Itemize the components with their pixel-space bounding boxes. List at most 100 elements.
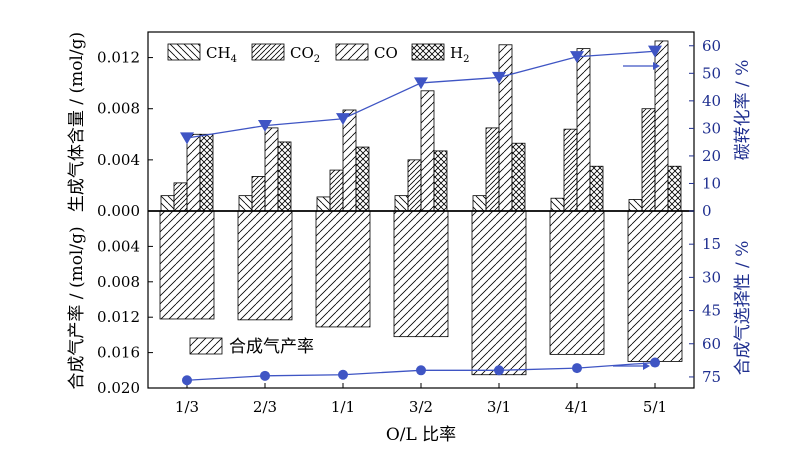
arrow-carbon-head [653,62,660,70]
y-right-upper-40-label: 40 [702,92,721,110]
bar-co2-5 [485,127,500,212]
bar-syngas-yield-7 [627,210,683,362]
legend-label-ch4: CH4 [206,44,237,65]
bar-co-1 [186,133,201,212]
carbon-conversion-point-2 [258,120,272,132]
right-axis-label-carbon-conversion: 碳转化率 / % [733,60,753,161]
y-right-lower-15-label: 15 [702,235,721,253]
x-tick-label-6: 4/1 [565,398,589,416]
bar-syngas-yield-6 [549,210,605,355]
x-axis-label: O/L 比率 [386,425,456,445]
legend-label-co2: CO2 [290,44,320,65]
x-tick-label-7: 5/1 [643,398,667,416]
x-tick-label-4: 3/2 [409,398,433,416]
legend-label-syngas-yield: 合成气产率 [229,337,314,357]
bar-co2-2 [251,176,266,212]
y-right-upper-30-label: 30 [702,119,721,137]
carbon-conversion-point-3 [336,113,350,126]
arrow-syngas-head [643,362,650,370]
carbon-conversion-point-7 [648,45,662,58]
carbon-conversion-point-5 [492,71,506,84]
bar-co-2 [264,127,279,212]
y-axis-label-upper: 生成气体含量 / (mol/g) [67,32,87,212]
syngas-selectivity-point-1 [182,375,192,386]
y-lower-0.012-label: 0.012 [97,308,140,326]
y-right-upper-50-label: 50 [702,64,721,82]
bar-ch4-3 [316,196,331,212]
bar-ch4-2 [238,195,253,212]
bar-syngas-yield-5 [471,210,527,376]
y-right-lower-45-label: 45 [702,302,721,320]
x-tick-label-1: 1/3 [175,398,199,416]
carbon-conversion-point-1 [180,132,194,145]
bar-syngas-yield-1 [159,210,215,320]
y-upper-0.012-label: 0.012 [97,49,140,67]
legend-swatch-co [335,43,369,61]
series-lines [180,45,662,386]
bar-co2-1 [173,182,188,212]
syngas-selectivity-point-6 [572,363,582,374]
x-tick-label-2: 2/3 [253,398,277,416]
axis-ticks: 0.000 0.004 0.008 0.012 0.004 0.008 0.012 0.016… [97,37,721,416]
lower-bars [159,210,683,376]
y-right-upper-0-label: 0 [702,202,712,220]
syngas-selectivity-point-5 [494,365,504,376]
syngas-selectivity-point-3 [338,369,348,380]
axis-arrows [613,62,660,370]
syngas-selectivity-point-7 [650,357,660,368]
carbon-conversion-point-4 [414,77,428,90]
bar-h2-1 [199,133,214,212]
upper-bars [160,40,682,212]
y-upper-0.004-label: 0.004 [97,151,140,169]
y-right-upper-10-label: 10 [702,174,721,192]
y-upper-0.008-label: 0.008 [97,100,140,118]
bar-ch4-6 [550,197,565,212]
legend-upper: CH4 CO2 CO H2 [167,43,469,65]
syngas-selectivity-point-4 [416,365,426,376]
legend-label-h2: H2 [450,44,469,65]
bar-h2-5 [511,142,526,212]
y-right-upper-60-label: 60 [702,37,721,55]
bar-h2-6 [589,165,604,212]
bar-ch4-5 [472,195,487,212]
bar-co-5 [498,44,513,212]
bar-ch4-1 [160,195,175,212]
bar-co2-7 [641,108,656,212]
legend-swatch-ch4 [167,43,201,61]
bar-h2-2 [277,141,292,212]
y-right-lower-30-label: 30 [702,268,721,286]
y-right-upper-20-label: 20 [702,147,721,165]
bar-h2-4 [433,150,448,212]
x-tick-label-5: 3/1 [487,398,511,416]
bar-ch4-7 [628,199,643,212]
y-right-lower-60-label: 60 [702,335,721,353]
bar-syngas-yield-3 [315,210,371,328]
bar-co-6 [576,48,591,212]
carbon-conversion-point-6 [570,51,584,64]
legend-label-co: CO [374,44,398,62]
y-right-lower-75-label: 75 [702,368,721,386]
y-upper-0.000-label: 0.000 [97,202,140,220]
bar-co-3 [342,109,357,212]
legend-swatch-syngas-yield [189,337,223,355]
y-axis-label-lower: 合成气产率 / (mol/g) [67,226,87,389]
y-lower-0.008-label: 0.008 [97,273,140,291]
bar-h2-3 [355,146,370,212]
bar-co2-3 [329,169,344,212]
y-lower-0.016-label: 0.016 [97,344,140,362]
bar-syngas-yield-4 [393,210,449,338]
y-lower-0.004-label: 0.004 [97,237,140,255]
bar-ch4-4 [394,195,409,212]
legend-swatch-co2 [251,43,285,61]
legend-lower: 合成气产率 [189,337,314,357]
x-tick-label-3: 1/1 [331,398,355,416]
y-lower-0.020-label: 0.020 [97,379,140,397]
legend-swatch-h2 [411,43,445,61]
right-axis-label-syngas-selectivity: 合成气选择性 / % [733,241,753,376]
bar-co-4 [420,90,435,212]
syngas-selectivity-point-2 [260,370,270,381]
bar-syngas-yield-2 [237,210,293,321]
bar-co2-6 [563,128,578,212]
bar-h2-7 [667,165,682,212]
